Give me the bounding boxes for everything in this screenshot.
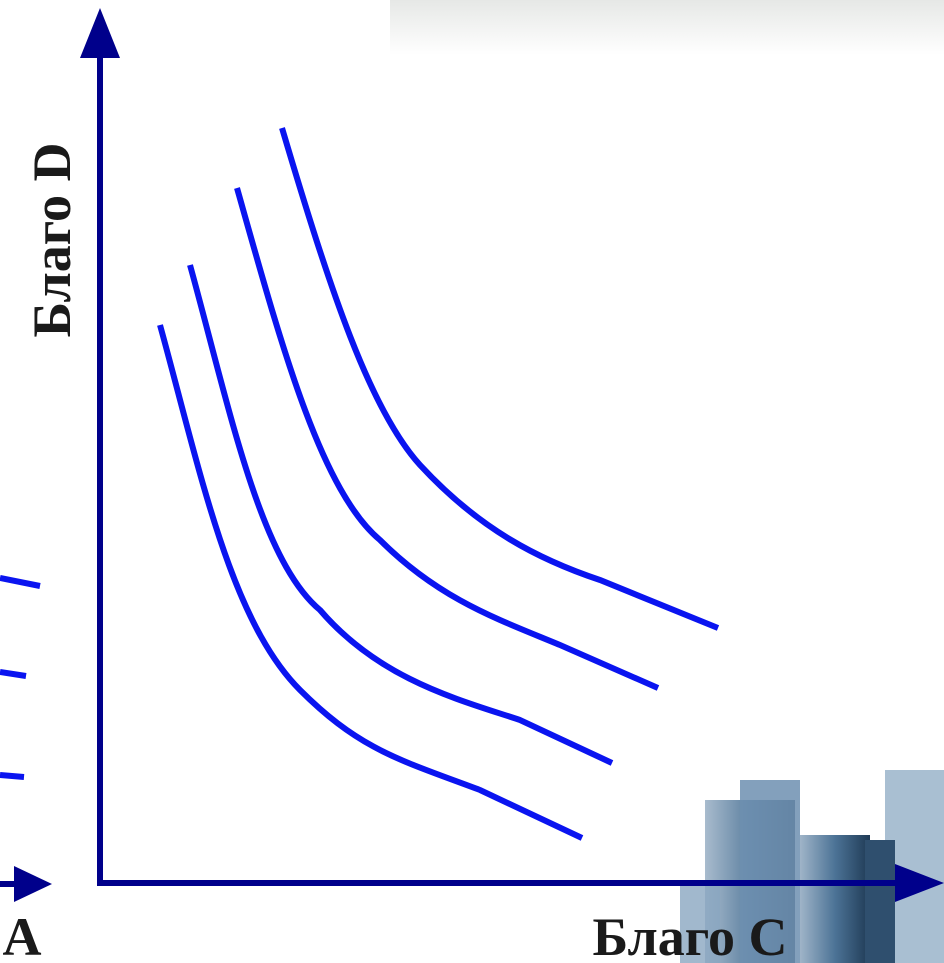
- background-band: [390, 0, 944, 55]
- curve: [190, 265, 612, 763]
- curve: [160, 325, 582, 838]
- diagram: Благо D Благо C A: [0, 0, 944, 963]
- indifference-curves: [160, 128, 718, 838]
- curve: [282, 128, 718, 628]
- y-axis-label: Благо D: [22, 143, 82, 338]
- x-axis-label: Благо C: [593, 907, 788, 963]
- fragment-label: A: [3, 907, 42, 963]
- curve: [237, 188, 658, 688]
- left-arrow: [0, 866, 52, 902]
- left-fragments: [0, 578, 40, 777]
- axes: [80, 8, 944, 902]
